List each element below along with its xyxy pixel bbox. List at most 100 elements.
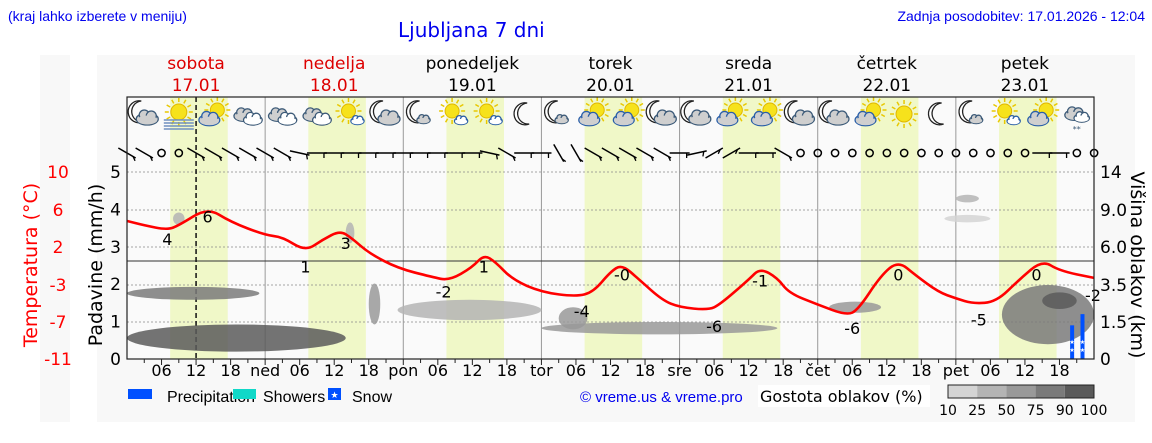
sun-icon [340, 103, 356, 119]
x-tick-label: 06 [704, 361, 724, 380]
sun-ray [205, 102, 210, 107]
wind-barb-feather [287, 156, 292, 162]
wind-barb-icon [289, 150, 310, 156]
wind-barb-icon [187, 147, 206, 159]
wind-barb-feather [717, 149, 721, 155]
wind-barb-icon [238, 147, 257, 159]
sun-ray [341, 99, 345, 104]
sun-ray [1034, 102, 1039, 107]
x-tick-label: 06 [566, 361, 586, 380]
copyright-link[interactable]: © vreme.us & vreme.pro [580, 389, 743, 406]
weather-icon-moon-cloud [818, 100, 850, 126]
sun-ray [224, 113, 229, 118]
wind-barb-icon [479, 150, 500, 156]
wind-barb-icon [135, 147, 154, 159]
sun-icon [444, 103, 460, 119]
density-scale-border [947, 384, 1095, 399]
weather-icon-cloud-snow: ** [1064, 106, 1091, 134]
sun-ray [639, 102, 644, 107]
weather-icon-cloud [302, 107, 332, 126]
legend-snow-swatch [328, 388, 341, 400]
weather-icon-sun-small-cloud [335, 98, 365, 126]
x-tick-label: pon [388, 361, 418, 380]
precipitation-tick: 5 [110, 163, 121, 183]
wind-barb-icon [774, 147, 793, 159]
gridlines [127, 97, 1094, 359]
sun-ray [604, 102, 609, 107]
wind-calm-icon [830, 148, 840, 158]
cloud-layer [368, 283, 381, 325]
sun-ray [912, 106, 917, 110]
wind-barb-feather [218, 156, 223, 162]
sun-ray [1053, 113, 1058, 118]
cloud-fill [689, 115, 710, 125]
sun-ray [1050, 98, 1054, 103]
sun-ray [585, 102, 590, 107]
sun-icon [479, 103, 495, 119]
cloud-layer [1042, 292, 1077, 310]
sun-ray [490, 99, 494, 104]
temperature-label: 4 [162, 230, 172, 249]
wind-barb-feather [616, 156, 620, 162]
sun-ray [224, 102, 229, 107]
day-name: sobota [167, 54, 225, 74]
day-name: petek [1001, 54, 1049, 74]
moon-icon [927, 102, 944, 126]
snowflake-icon: ** [1073, 125, 1081, 134]
sun-ray [459, 103, 464, 108]
cloud-fill [827, 115, 848, 125]
cloud-height-tick: 3.5 [1100, 276, 1127, 296]
cloud-fill [717, 116, 737, 126]
location-hint[interactable]: (kraj lahko izberete v meniju) [8, 8, 187, 24]
temperature-label: -0 [614, 265, 630, 284]
sun-ray [444, 118, 449, 123]
sun-ray [742, 102, 748, 107]
sun-ray [997, 99, 1001, 104]
wind-barb-feather [667, 156, 672, 162]
weather-icon-sun-cloud [1027, 97, 1060, 127]
x-tick-label: 18 [1049, 361, 1069, 380]
temperature-label: 0 [893, 265, 903, 284]
weather-icon-sun-fog [163, 98, 194, 130]
sun-ray [221, 98, 225, 103]
sun-ray [590, 98, 594, 103]
sun-ray [620, 102, 625, 107]
sun-ray [601, 98, 605, 103]
sun-ray [723, 102, 728, 107]
weather-icon-sun-cloud [716, 97, 749, 127]
wind-barb-feather [579, 158, 584, 163]
weather-icon-moon-small-cloud [958, 100, 984, 125]
wind-barb-feather [149, 156, 153, 162]
sun-ray [1039, 98, 1043, 103]
wind-calm-icon [1020, 148, 1030, 158]
legend-snow-label: Snow [352, 389, 392, 406]
wind-calm-icon [917, 148, 926, 158]
temperature-label: -6 [844, 319, 860, 338]
wind-barb-icon [256, 147, 275, 159]
sun-icon [895, 105, 913, 123]
cloud-fill [313, 117, 331, 125]
wind-calm-icon [1003, 148, 1013, 158]
weather-icon-sun [890, 100, 919, 128]
wind-barb-feather [561, 158, 567, 163]
density-title-bg [758, 385, 930, 407]
sun-ray [773, 98, 778, 103]
x-tick-label: tor [530, 361, 553, 380]
temperature-label: -1 [752, 272, 768, 291]
chart-title: Ljubljana 7 dni [398, 18, 545, 42]
sun-ray [880, 113, 886, 118]
weather-icon-sun-cloud [750, 97, 783, 127]
wind-barb-icon [584, 147, 603, 159]
sun-ray [762, 98, 767, 103]
cloud-fill [752, 116, 772, 126]
cloud-density [127, 194, 1094, 352]
cloud-height-tick: 9.0 [1100, 201, 1127, 221]
x-tick-label: 18 [497, 361, 517, 380]
day-date: 21.01 [724, 76, 773, 96]
density-scale-box [1064, 385, 1094, 398]
precipitation-bar [1070, 325, 1075, 359]
wind-calm-icon [174, 148, 184, 158]
cloud-fill [417, 117, 430, 124]
temperature-label: -5 [971, 311, 987, 330]
x-tick-label: 06 [428, 361, 448, 380]
